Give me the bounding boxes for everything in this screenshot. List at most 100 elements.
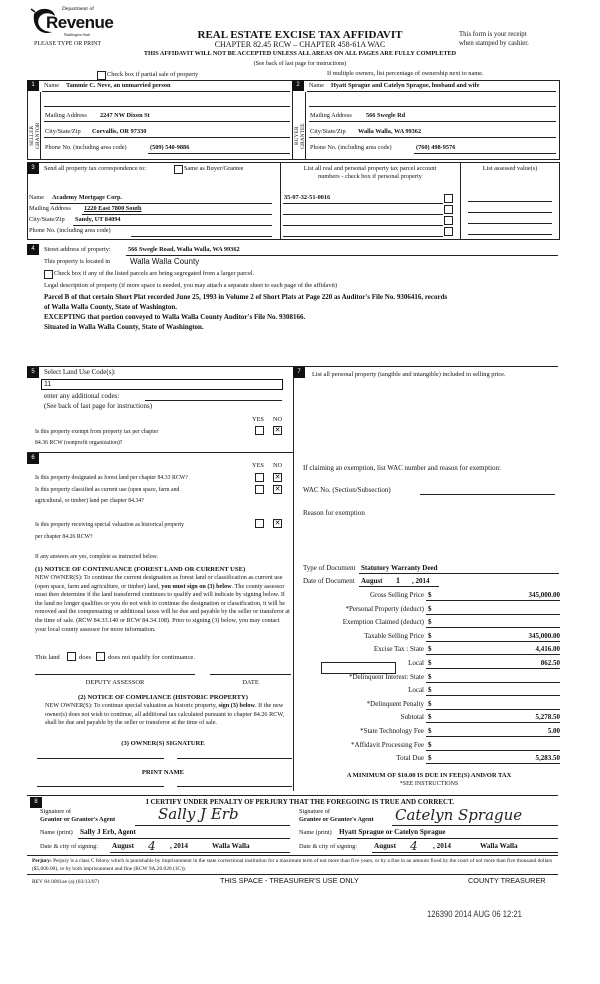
corr-mail[interactable]: 1220 East 7800 South — [84, 205, 142, 212]
seller-name-line-2[interactable] — [44, 106, 290, 107]
corr-name[interactable]: Academy Mortgage Corp. — [52, 194, 123, 201]
assessed-field[interactable] — [468, 223, 552, 224]
assessed-field[interactable] — [468, 234, 552, 235]
additional-codes-label: enter any additional codes: — [44, 392, 120, 400]
grantor-printed-name[interactable]: Sally J Erb, Agent — [80, 828, 136, 836]
grantor-month[interactable]: August — [112, 842, 134, 850]
print-name-field[interactable] — [177, 786, 292, 787]
wac-field[interactable] — [420, 494, 555, 495]
forest-no-checkbox-checked[interactable]: ✕ — [273, 473, 282, 482]
doc-type[interactable]: Statutory Warranty Deed — [361, 564, 438, 572]
segregated-label: Check box if any of the listed parcels a… — [54, 270, 255, 277]
amount-row: Local $ — [300, 686, 560, 698]
parcel-checkbox[interactable] — [444, 205, 453, 214]
same-as-buyer-checkbox[interactable] — [174, 165, 183, 174]
revenue-logo-swirl-icon — [30, 8, 55, 34]
amount-value[interactable]: 345,000.00 — [528, 631, 561, 640]
warning-line: THIS AFFIDAVIT WILL NOT BE ACCEPTED UNLE… — [143, 50, 457, 57]
doc-date-day[interactable]: 1 — [396, 576, 400, 585]
parcel-checkbox[interactable] — [444, 227, 453, 236]
print-name-field[interactable] — [37, 786, 164, 787]
local-code-box[interactable] — [321, 662, 396, 674]
buyer-mail[interactable]: 566 Swegle Rd — [366, 112, 406, 119]
buyer-name[interactable]: Hyatt Sprague and Catelyn Sprague, husba… — [331, 82, 480, 89]
currency-sign: $ — [428, 659, 432, 667]
doc-date-month[interactable]: August — [361, 577, 383, 585]
amount-value[interactable]: 4,416.00 — [535, 645, 561, 654]
additional-codes-field[interactable] — [145, 400, 282, 401]
grantee-city[interactable]: Walla Walla — [480, 842, 518, 850]
amount-row: Exemption Claimed (deduct) $ — [300, 618, 560, 630]
grantee-day[interactable]: 4 — [410, 839, 418, 853]
corr-city[interactable]: Sandy, UT 84094 — [75, 216, 121, 223]
land-use-label: Select Land Use Code(s): — [44, 368, 116, 376]
notice-compliance-title: (2) NOTICE OF COMPLIANCE (HISTORIC PROPE… — [78, 694, 248, 701]
historic-no-checkbox-checked[interactable]: ✕ — [273, 519, 282, 528]
corr-phone-field[interactable] — [131, 236, 272, 237]
amount-value[interactable]: 862.50 — [540, 659, 560, 667]
grantor-day[interactable]: 4 — [148, 839, 156, 853]
amount-value[interactable]: 5.00 — [547, 727, 560, 735]
does-not-qualify-checkbox[interactable] — [96, 652, 105, 661]
county-treasurer-label: COUNTY TREASURER — [468, 876, 546, 885]
property-street[interactable]: 566 Swegle Road, Walla Walla, WA 99362 — [128, 246, 240, 253]
seller-phone[interactable]: (509) 540-9886 — [150, 144, 190, 151]
section-4-badge: 4 — [27, 244, 39, 255]
exempt-yes-checkbox[interactable] — [255, 426, 264, 435]
notice-compliance-body: NEW OWNER(S): To continue special valuat… — [45, 702, 285, 727]
perjury-notice: Perjury: Perjury is a class C felony whi… — [32, 858, 553, 872]
owner-signature-field[interactable] — [37, 758, 164, 759]
amount-value[interactable]: 5,278.50 — [535, 713, 561, 722]
property-county[interactable]: Walla Walla County — [130, 257, 200, 266]
grantee-year[interactable]: , 2014 — [433, 842, 451, 850]
assessed-field[interactable] — [468, 201, 552, 202]
exempt-question: Is this property exempt from property ta… — [35, 429, 159, 435]
partial-sale-checkbox[interactable] — [97, 71, 106, 80]
currency-sign: $ — [428, 618, 432, 627]
grantor-year[interactable]: , 2014 — [170, 842, 188, 850]
current-use-yes-checkbox[interactable] — [255, 485, 264, 494]
grantee-printed-name[interactable]: Hyatt Sprague or Catelyn Sprague — [339, 828, 446, 836]
amount-line — [426, 695, 560, 697]
parcel-number[interactable]: 35-07-32-51-0016 — [284, 194, 331, 201]
grantor-signature[interactable]: Sally J Erb — [158, 805, 239, 823]
section-5-badge: 5 — [27, 367, 39, 378]
parcel-checkbox[interactable] — [444, 194, 453, 203]
grantee-signature[interactable]: Catelyn Sprague — [395, 806, 523, 824]
buyer-city[interactable]: Walla Walla, WA 99362 — [358, 128, 422, 135]
seller-mail[interactable]: 2247 NW Dixon St — [100, 112, 150, 119]
grantee-month[interactable]: August — [374, 842, 396, 850]
grantor-city[interactable]: Walla Walla — [212, 842, 250, 850]
corr-city-label: City/State/Zip — [29, 216, 65, 223]
current-use-no-checkbox-checked[interactable]: ✕ — [273, 485, 282, 494]
buyer-name-line-2[interactable] — [309, 106, 556, 107]
currency-sign: $ — [428, 591, 432, 599]
deputy-assessor-line[interactable] — [35, 674, 195, 675]
assessor-date-line[interactable] — [210, 674, 291, 675]
amount-value[interactable]: 5,283.50 — [535, 754, 561, 763]
amount-label: *Delinquent Interest: State — [348, 672, 424, 681]
land-use-code-field[interactable]: 11 — [41, 379, 283, 390]
doc-date-year[interactable]: , 2014 — [412, 577, 430, 585]
exempt-no-checkbox-checked[interactable]: ✕ — [273, 426, 282, 435]
parcel-checkbox[interactable] — [444, 216, 453, 225]
section-8-badge: 8 — [30, 797, 42, 808]
owner-signature-field[interactable] — [177, 758, 292, 759]
section-3-badge: 3 — [27, 163, 39, 174]
segregated-checkbox[interactable] — [44, 270, 53, 279]
section-7-badge: 7 — [293, 367, 305, 378]
buyer-phone[interactable]: (760) 498-9576 — [416, 144, 456, 151]
amount-line — [426, 627, 560, 629]
grantee-sig-label: Grantee or Grantee's Agent — [299, 816, 374, 823]
amount-label: *Affidavit Processing Fee — [351, 740, 424, 749]
forest-yes-checkbox[interactable] — [255, 473, 264, 482]
historic-yes-checkbox[interactable] — [255, 519, 264, 528]
does-qualify-checkbox[interactable] — [67, 652, 76, 661]
seller-name[interactable]: Tammie C. Neve, an unmarried person — [66, 82, 171, 89]
amount-value[interactable]: 345,000.00 — [528, 591, 561, 599]
please-type: PLEASE TYPE OR PRINT — [34, 41, 102, 47]
assessed-field[interactable] — [468, 212, 552, 213]
seller-city[interactable]: Corvallis, OR 97330 — [92, 128, 147, 135]
print-name-label: PRINT NAME — [141, 769, 185, 776]
